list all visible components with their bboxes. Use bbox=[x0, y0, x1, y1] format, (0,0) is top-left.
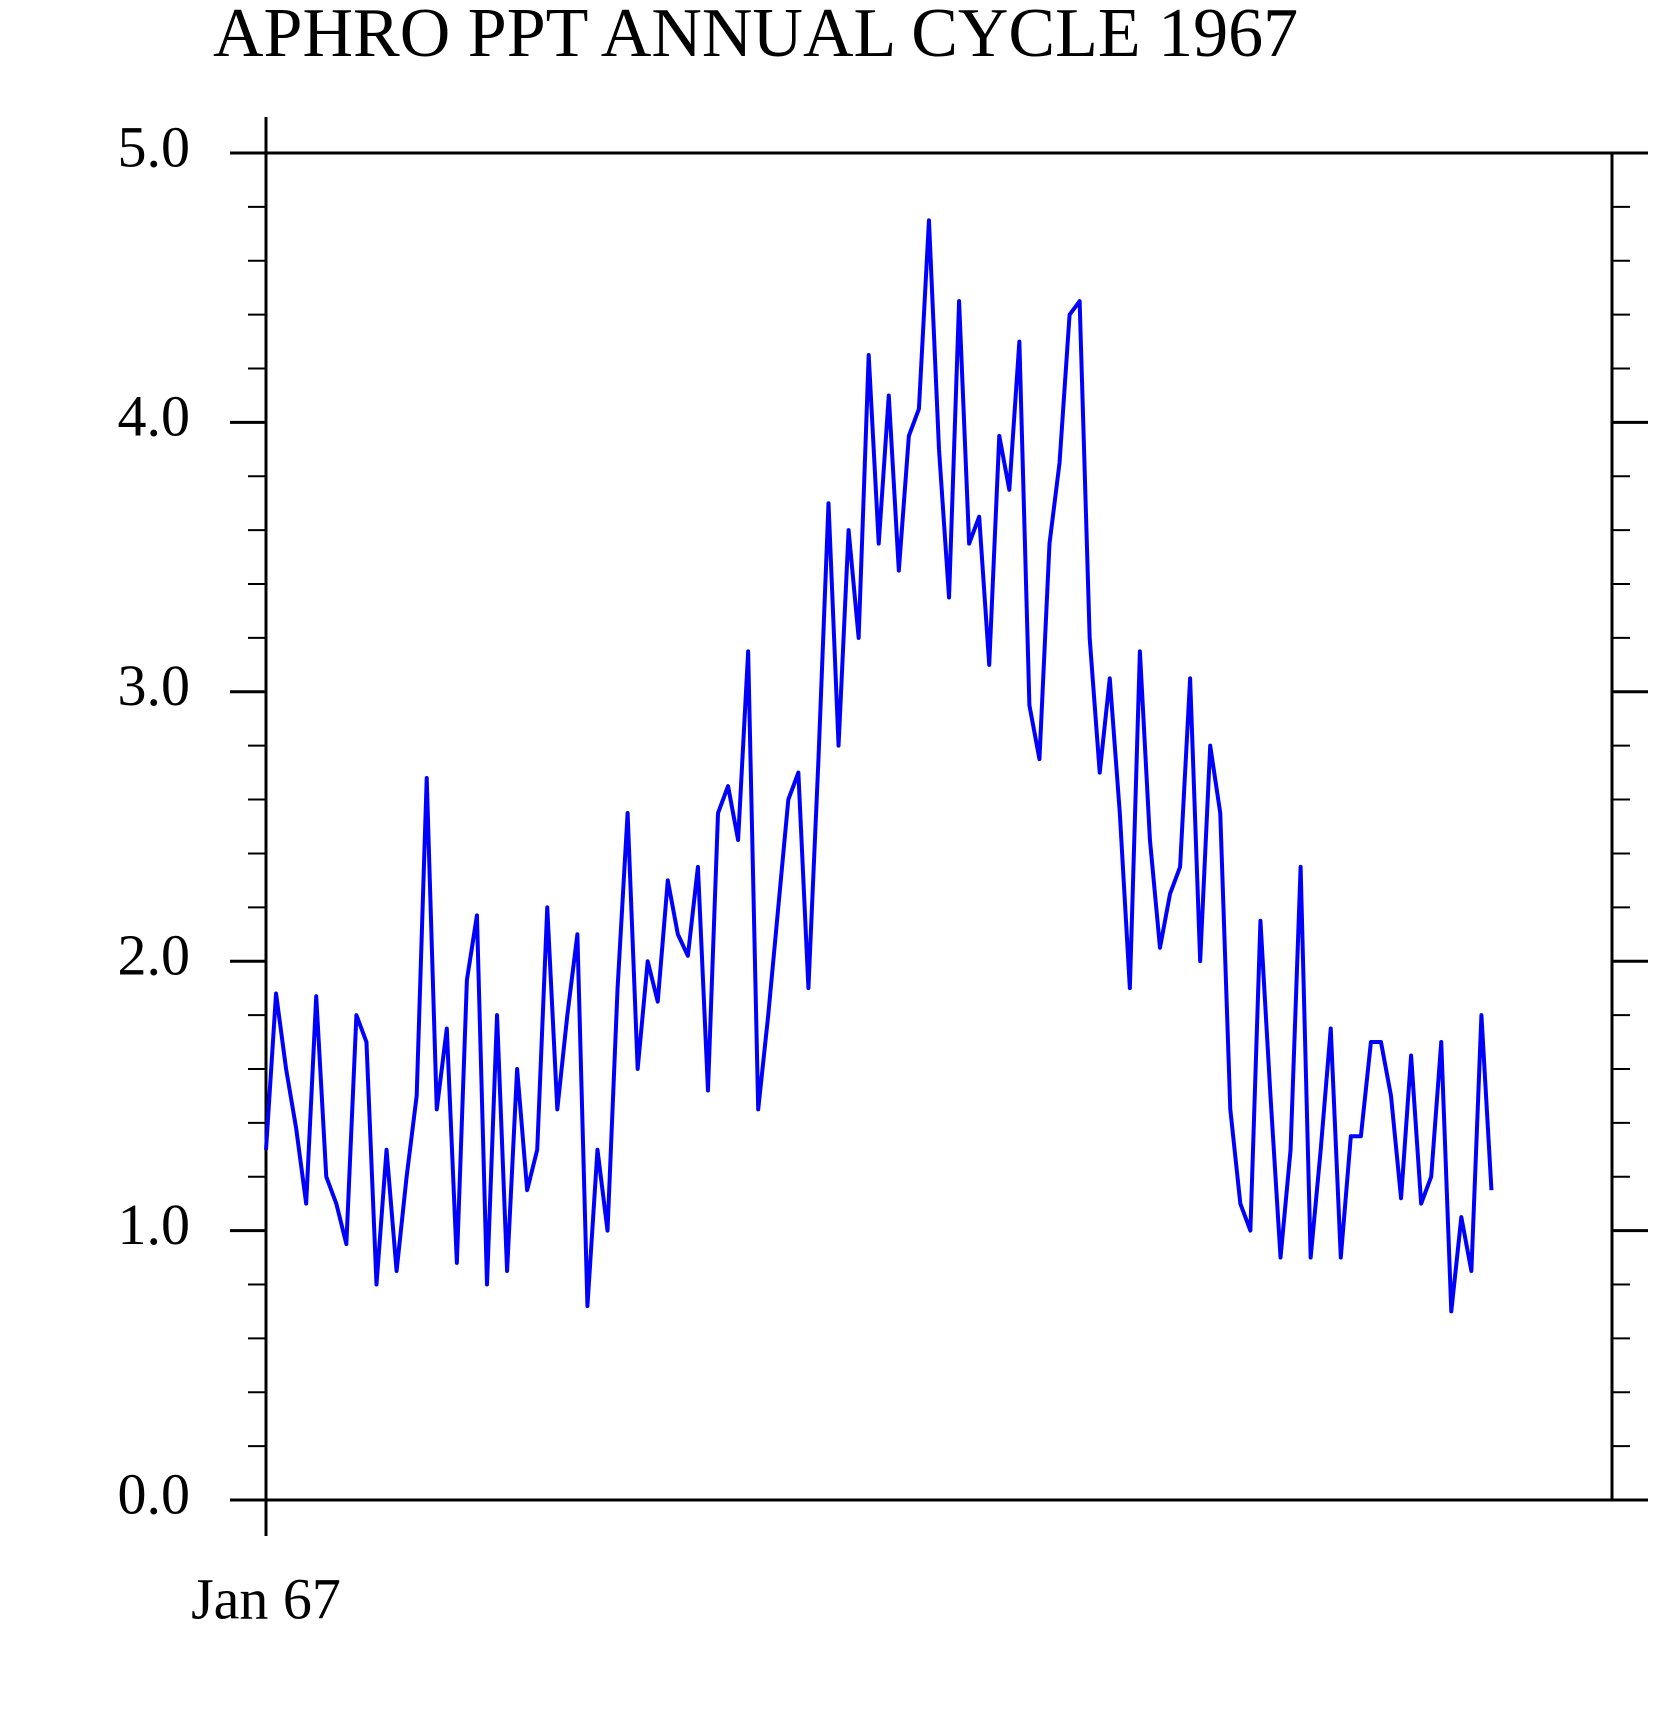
line-series bbox=[264, 218, 1494, 1314]
y-tick-label: 3.0 bbox=[118, 653, 191, 718]
y-tick-label: 0.0 bbox=[118, 1461, 191, 1526]
chart-title: APHRO PPT ANNUAL CYCLE 1967 bbox=[213, 0, 1298, 72]
x-tick-label: Jan 67 bbox=[191, 1566, 341, 1631]
y-tick-label: 5.0 bbox=[118, 114, 191, 179]
y-tick-label: 1.0 bbox=[118, 1192, 191, 1257]
y-tick-label: 4.0 bbox=[118, 384, 191, 449]
plot-frame bbox=[264, 151, 1614, 1502]
y-tick-label: 2.0 bbox=[118, 923, 191, 988]
